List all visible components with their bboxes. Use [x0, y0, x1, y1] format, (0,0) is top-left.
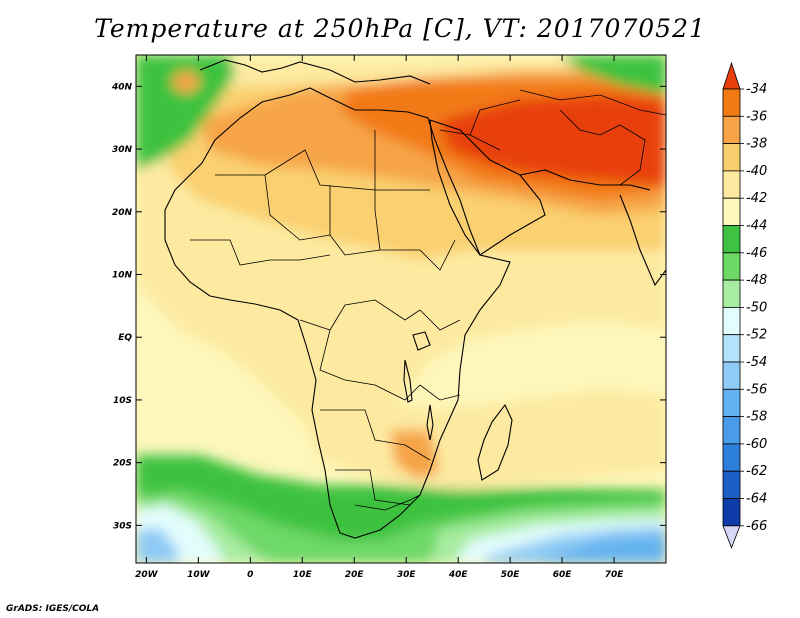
colorbar-label: -64	[746, 492, 767, 507]
border-libya-egypt	[374, 130, 430, 191]
colorbar-label: -58	[746, 410, 767, 425]
colorbar-swatch	[722, 143, 741, 172]
colorbar-swatch	[722, 443, 741, 472]
lat-label: 20S	[113, 459, 132, 469]
colorbar-swatch	[722, 498, 741, 527]
arabia-coastline	[429, 119, 546, 256]
colorbar-swatch	[722, 88, 741, 117]
colorbar-label: -56	[746, 382, 767, 397]
latitude-axis: 40N 30N 20N 10N EQ 10S 20S 30S	[111, 82, 666, 531]
field-south-blue	[136, 528, 180, 563]
colorbar-label: -46	[746, 246, 767, 261]
colorbar-swatch	[722, 197, 741, 226]
border-sahara-central	[264, 149, 376, 210]
colorbar-swatch	[722, 334, 741, 363]
colorbar-label: -54	[746, 355, 767, 370]
border-namibia-botswana	[335, 469, 411, 506]
colorbar-bottom-arrow	[722, 525, 741, 549]
border-central-asia	[519, 89, 666, 116]
madagascar-coastline	[477, 403, 513, 481]
lat-label: 10S	[113, 396, 132, 406]
colorbar-label: -44	[746, 219, 767, 234]
colorbar-label: -40	[746, 164, 767, 179]
border-southafrica	[354, 494, 421, 511]
colorbar-label: -48	[746, 273, 767, 288]
lake-tanganyika	[403, 359, 413, 403]
border-middleeast	[439, 99, 521, 151]
border-sudan	[374, 209, 456, 271]
lat-label: 30S	[113, 521, 132, 531]
colorbar-swatch	[722, 115, 741, 145]
colorbar-label: -50	[746, 300, 767, 315]
lat-label: 10N	[112, 271, 133, 281]
chart-title: Temperature at 250hPa [C], VT: 201707052…	[94, 14, 706, 43]
colorbar-label: -38	[746, 137, 767, 152]
border-sahara-west	[215, 174, 331, 241]
lon-label: 50E	[501, 570, 521, 580]
europe-coastline	[199, 59, 431, 85]
lon-label: 10E	[293, 570, 313, 580]
lon-label: 30E	[397, 570, 417, 580]
lon-label: 20E	[345, 570, 365, 580]
border-iran-afghan	[559, 109, 646, 186]
colorbar-swatch	[722, 470, 741, 499]
lake-victoria	[412, 331, 431, 351]
colorbar-swatch	[722, 416, 741, 445]
colorbar-swatch	[722, 225, 741, 254]
grads-credit: GrADS: IGES/COLA	[6, 604, 100, 614]
border-chad-niger	[329, 185, 381, 256]
colorbar-swatch	[722, 388, 741, 417]
lon-label: 0	[247, 570, 253, 580]
lat-label: 40N	[111, 82, 133, 92]
india-coastline	[619, 194, 666, 287]
colorbar-label: -34	[746, 82, 767, 97]
colorbar-label: -42	[746, 191, 767, 206]
border-eastafrica	[419, 309, 461, 401]
colorbar-swatch	[722, 252, 741, 281]
lat-label: 20N	[112, 208, 133, 218]
lat-label: EQ	[118, 333, 132, 343]
field-band-38-south	[390, 430, 440, 480]
lake-malawi	[426, 404, 434, 441]
border-congo	[299, 299, 421, 331]
border-angola-zambia	[320, 409, 431, 461]
colorbar-label: -62	[746, 464, 767, 479]
field-band-42-south	[300, 390, 666, 490]
lon-label: 10W	[187, 570, 211, 580]
colorbar-label: -60	[746, 437, 767, 452]
lon-label: 60E	[553, 570, 573, 580]
field-south-deepblue-e	[530, 535, 666, 563]
map-frame	[135, 54, 667, 564]
field-nw-warm-spot	[172, 71, 200, 93]
africa-coastline	[164, 87, 511, 539]
temperature-field	[136, 55, 666, 563]
lon-label: 20W	[135, 570, 159, 580]
colorbar: -34 -36 -38 -40 -42 -44 -46 -48 -50 -52 -54 -56 -58 -…	[722, 61, 767, 549]
field-ne-green	[560, 55, 666, 95]
lon-label: 70E	[605, 570, 625, 580]
field-band-34	[440, 95, 666, 185]
longitude-axis: 20W 10W 0 10E 20E 30E 40E 50E 60E 70E	[135, 55, 624, 580]
colorbar-label: -66	[746, 519, 767, 534]
colorbar-swatch	[722, 279, 741, 308]
colorbar-label: -36	[746, 109, 767, 124]
colorbar-top-arrow	[722, 61, 741, 90]
colorbar-swatch	[722, 361, 741, 390]
lat-label: 30N	[112, 145, 133, 155]
colorbar-swatch	[722, 170, 741, 199]
field-nw-green	[136, 55, 235, 170]
iran-coastline	[519, 169, 651, 191]
colorbar-swatch	[722, 306, 741, 336]
coastlines	[164, 59, 666, 539]
border-westafrica	[190, 239, 331, 266]
lon-label: 40E	[448, 570, 469, 580]
colorbar-label: -52	[746, 328, 767, 343]
